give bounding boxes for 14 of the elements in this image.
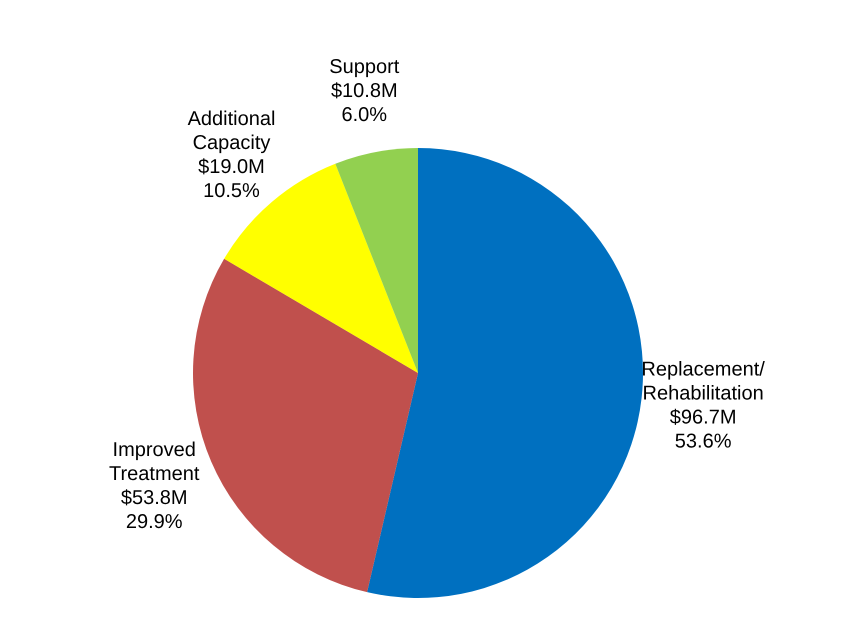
slice-label: Improved Treatment bbox=[109, 439, 200, 486]
data-label: $19.0M bbox=[198, 156, 265, 178]
pie-slice bbox=[367, 148, 643, 598]
slice-label: Replacement/ Rehabilitation bbox=[641, 358, 766, 405]
text: 29.9% bbox=[126, 511, 183, 534]
data-label: $53.8M bbox=[120, 487, 188, 510]
text: 53.6% bbox=[674, 430, 732, 453]
slice-label: Additional Capacity bbox=[188, 108, 276, 154]
text: 6.0% bbox=[342, 104, 388, 126]
slice-label: Support bbox=[329, 56, 400, 78]
data-label: $10.8M bbox=[330, 80, 398, 102]
data-label: $96.7M bbox=[670, 406, 736, 429]
text: 10.5% bbox=[203, 180, 260, 202]
pie-slice bbox=[335, 148, 418, 373]
